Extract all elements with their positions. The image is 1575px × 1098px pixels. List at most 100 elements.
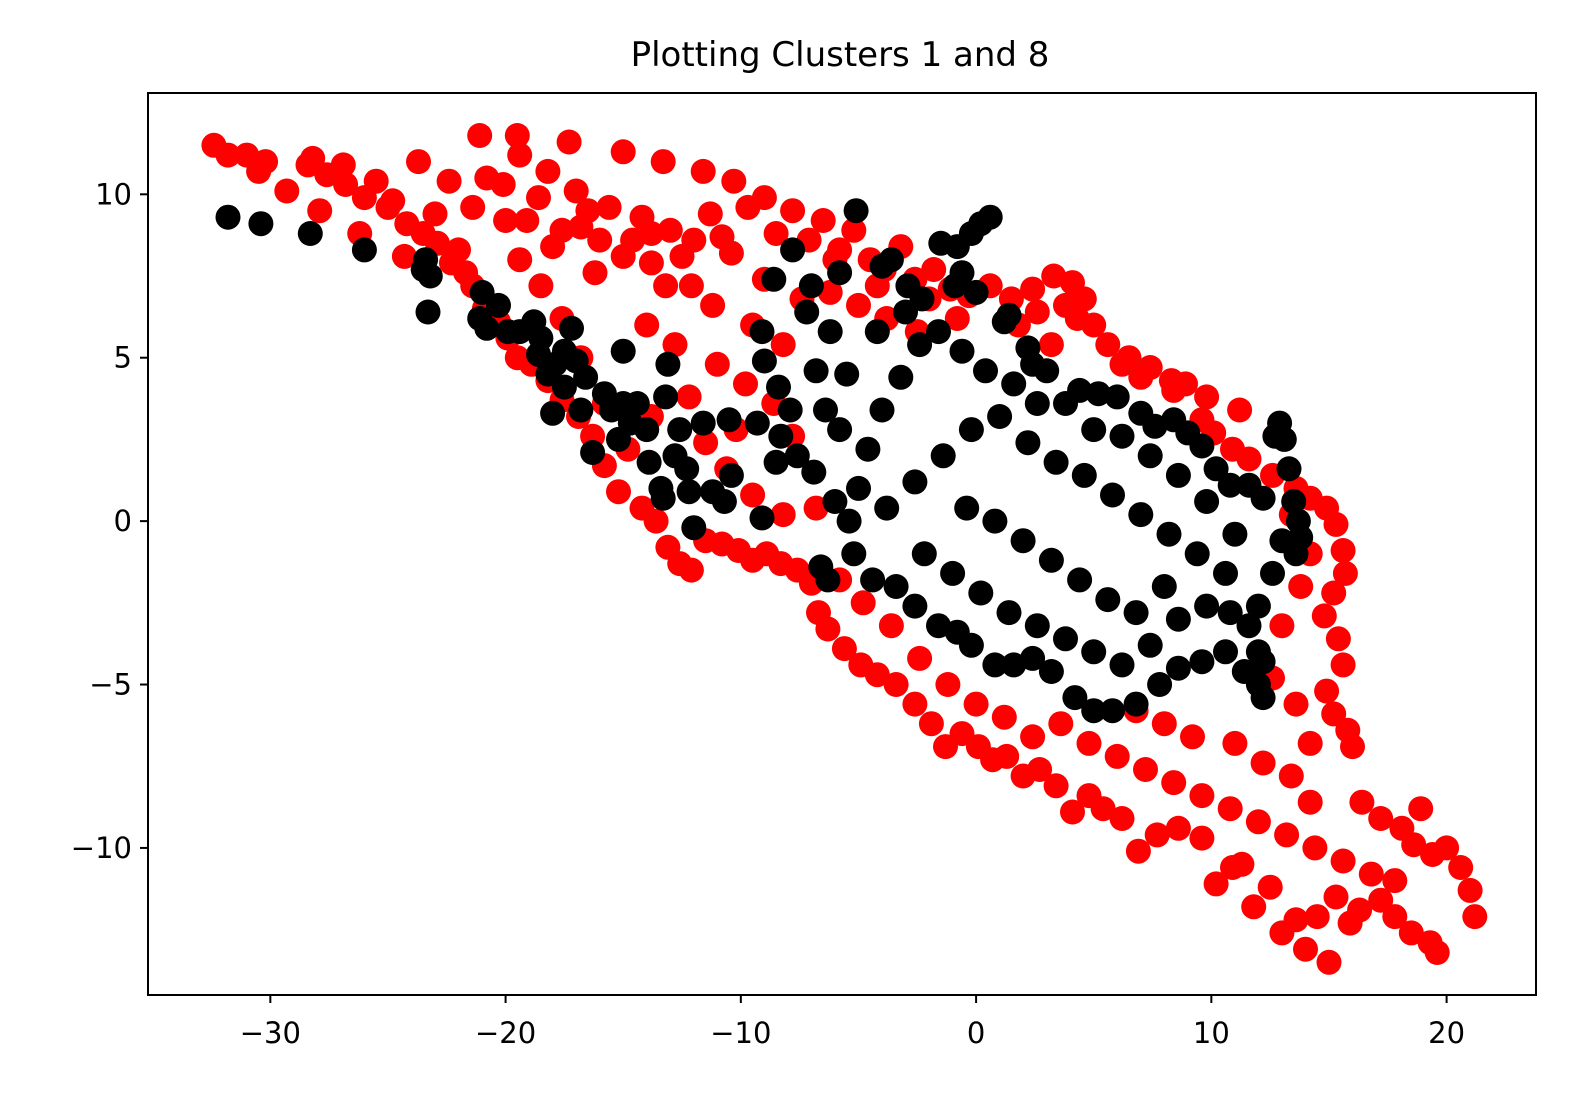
scatter-point bbox=[878, 613, 904, 639]
scatter-point bbox=[846, 292, 871, 318]
scatter-point bbox=[1189, 783, 1215, 809]
scatter-point bbox=[1010, 763, 1036, 789]
scatter-point bbox=[1241, 894, 1267, 920]
scatter-point bbox=[556, 129, 582, 155]
scatter-point bbox=[650, 485, 676, 511]
scatter-point bbox=[493, 208, 519, 233]
scatter-point bbox=[1048, 711, 1074, 737]
scatter-point bbox=[926, 613, 951, 639]
scatter-point bbox=[1304, 904, 1330, 930]
scatter-point bbox=[803, 358, 829, 384]
scatter-point bbox=[944, 306, 970, 331]
scatter-point bbox=[1151, 574, 1177, 599]
scatter-point bbox=[963, 691, 989, 717]
scatter-point bbox=[869, 397, 895, 423]
scatter-point bbox=[977, 204, 1003, 230]
y-axis: −10 −5 0 5 10 bbox=[71, 177, 148, 865]
scatter-point bbox=[864, 319, 890, 345]
scatter-point bbox=[406, 149, 431, 175]
scatter-point bbox=[1189, 825, 1215, 851]
scatter-point bbox=[836, 508, 862, 534]
scatter-point bbox=[655, 351, 681, 377]
scatter-point bbox=[333, 172, 359, 197]
scatter-point bbox=[1236, 613, 1262, 639]
scatter-point bbox=[1231, 659, 1257, 684]
scatter-point bbox=[766, 374, 791, 400]
scatter-point bbox=[1203, 871, 1229, 897]
scatter-point bbox=[1024, 391, 1050, 416]
scatter-point bbox=[1151, 711, 1177, 737]
scatter-point bbox=[1109, 806, 1135, 831]
scatter-point bbox=[1250, 485, 1276, 511]
scatter-point bbox=[1024, 299, 1050, 325]
scatter-point bbox=[954, 495, 980, 521]
scatter-point bbox=[1095, 332, 1121, 358]
scatter-point bbox=[1144, 822, 1170, 848]
scatter-point bbox=[1020, 645, 1046, 671]
scatter-point bbox=[1325, 626, 1351, 652]
scatter-point bbox=[504, 123, 530, 148]
scatter-point bbox=[1010, 528, 1036, 554]
scatter-point bbox=[1189, 649, 1215, 675]
scatter-point bbox=[1165, 655, 1191, 681]
x-tick-label: 0 bbox=[967, 1016, 985, 1050]
scatter-point bbox=[638, 221, 664, 246]
scatter-point bbox=[902, 691, 928, 717]
scatter-point bbox=[351, 185, 377, 211]
scatter-point bbox=[973, 358, 998, 384]
scatter-point bbox=[215, 204, 241, 230]
scatter-point bbox=[634, 312, 660, 338]
scatter-point bbox=[1417, 930, 1443, 956]
scatter-point bbox=[770, 332, 796, 358]
scatter-point bbox=[860, 567, 886, 593]
series-1 bbox=[215, 198, 1314, 724]
y-tick-label: 0 bbox=[114, 504, 132, 538]
scatter-point bbox=[1194, 384, 1220, 410]
scatter-point bbox=[634, 417, 660, 443]
scatter-point bbox=[794, 299, 820, 325]
scatter-point bbox=[933, 734, 958, 760]
scatter-point bbox=[721, 168, 747, 194]
y-tick-label: 5 bbox=[114, 341, 132, 375]
scatter-point bbox=[744, 410, 770, 436]
scatter-point bbox=[650, 149, 676, 175]
scatter-point bbox=[902, 469, 928, 495]
scatter-point bbox=[1311, 603, 1337, 629]
scatter-point bbox=[1109, 351, 1135, 377]
scatter-point bbox=[1330, 848, 1356, 874]
scatter-point bbox=[580, 440, 606, 465]
scatter-point bbox=[763, 221, 789, 246]
plot-frame bbox=[147, 92, 1537, 996]
y-tick-label: −5 bbox=[89, 668, 132, 702]
scatter-point bbox=[610, 338, 636, 364]
scatter-point bbox=[1038, 332, 1064, 358]
scatter-point bbox=[784, 443, 810, 469]
scatter-point bbox=[817, 279, 843, 305]
scatter-point bbox=[926, 319, 951, 345]
scatter-point bbox=[1142, 413, 1168, 439]
y-tick-label: 10 bbox=[95, 177, 132, 211]
scatter-point bbox=[474, 315, 500, 341]
scatter-point bbox=[883, 574, 909, 599]
scatter-point bbox=[1194, 489, 1220, 514]
scatter-point bbox=[1330, 652, 1356, 678]
scatter-point bbox=[568, 397, 594, 423]
scatter-point bbox=[582, 260, 608, 286]
scatter-point bbox=[422, 201, 448, 227]
scatter-point bbox=[803, 495, 829, 521]
scatter-point bbox=[883, 672, 909, 697]
scatter-point bbox=[700, 292, 726, 318]
scatter-point bbox=[963, 279, 989, 305]
scatter-point bbox=[504, 345, 530, 371]
scatter-point bbox=[874, 495, 900, 521]
scatter-point bbox=[780, 198, 806, 224]
scatter-point bbox=[1213, 639, 1238, 665]
scatter-point bbox=[1271, 426, 1297, 452]
scatter-point bbox=[1165, 815, 1191, 841]
scatter-point bbox=[1314, 678, 1340, 704]
scatter-point bbox=[439, 250, 464, 276]
scatter-point bbox=[1288, 574, 1314, 599]
scatter-point bbox=[1104, 384, 1130, 410]
scatter-point bbox=[1001, 371, 1027, 397]
scatter-point bbox=[653, 273, 679, 299]
